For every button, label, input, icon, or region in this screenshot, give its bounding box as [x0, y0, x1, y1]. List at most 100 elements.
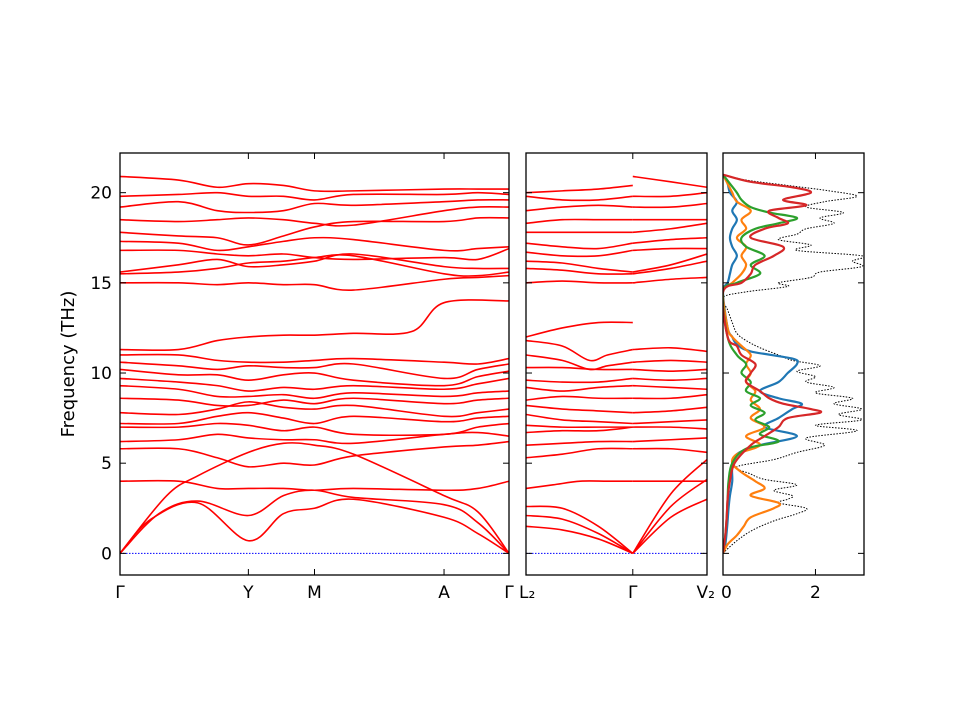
panel-2-frame: [525, 152, 708, 576]
y-tick-label: 0: [101, 544, 112, 564]
phonon-band-46: [632, 247, 707, 252]
phonon-band-8: [526, 424, 633, 429]
dos-panel-frame: [722, 152, 865, 576]
phonon-band-23: [120, 206, 509, 227]
y-tick-label: 15: [90, 274, 112, 294]
phonon-band-45: [632, 253, 707, 273]
phonon-band-51: [632, 191, 707, 198]
phonon-band-44: [632, 260, 707, 275]
phonon-band-52: [632, 175, 707, 189]
phonon-band-15: [526, 354, 633, 371]
phonon-band-17: [526, 321, 633, 338]
dos-x-tick-label: 0: [721, 583, 732, 603]
phonon-band-1: [526, 525, 634, 555]
phonon-band-14: [120, 361, 509, 380]
phonon-band-22: [526, 242, 633, 250]
x-tick-label: Γ: [115, 583, 125, 603]
x-tick-label: Γ: [504, 583, 514, 603]
phonon-band-33: [632, 437, 707, 443]
phonon-band-11: [526, 395, 633, 401]
y-tick-label: 5: [101, 454, 112, 474]
dos-series-total: [723, 174, 864, 554]
phonon-band-50: [632, 202, 707, 209]
phonon-band-24: [526, 218, 633, 225]
x-tick-label: L₂: [519, 583, 535, 603]
phonon-band-3: [120, 442, 509, 554]
phonon-band-19: [526, 267, 633, 275]
band-structure-panel-1: 0 5 10 15 20 Γ Y M A Γ: [90, 152, 514, 603]
x-tick-label: Y: [242, 583, 254, 603]
phonon-band-19: [120, 253, 509, 273]
band-structure-panel-2: L₂ Γ V₂: [519, 152, 715, 603]
phonon-band-29: [632, 478, 707, 554]
x-tick-label: Γ: [628, 583, 638, 603]
y-tick-label: 10: [90, 364, 112, 384]
phonon-band-30: [632, 458, 707, 554]
phonon-band-43: [632, 276, 707, 284]
phonon-band-25: [120, 191, 509, 201]
phonon-band-7: [526, 426, 633, 434]
phonon-band-47: [632, 236, 707, 244]
phonon-band-4: [526, 480, 633, 490]
phonon-band-14: [526, 366, 633, 371]
phonon-band-6: [120, 431, 509, 445]
phonon-band-13: [120, 368, 509, 387]
phonon-band-4: [120, 479, 509, 492]
x-tick-label: V₂: [697, 583, 715, 603]
phonon-band-5: [120, 440, 509, 468]
phonon-band-42: [632, 346, 707, 353]
phonon-band-7: [120, 422, 509, 437]
phonon-band-32: [632, 447, 707, 454]
phonon-band-22: [120, 216, 509, 246]
phonon-band-38: [632, 384, 707, 391]
y-tick-label: 20: [90, 184, 112, 204]
phonon-band-8: [120, 411, 509, 425]
x-tick-label: M: [307, 583, 322, 603]
phonon-band-18: [526, 280, 633, 284]
phonon-band-26: [120, 175, 509, 193]
phonon-band-12: [526, 384, 633, 392]
y-axis-label: Frequency (THz): [58, 291, 79, 438]
phonon-band-40: [632, 368, 707, 373]
phonon-band-16: [526, 339, 633, 362]
phonon-band-17: [120, 274, 509, 291]
phonon-band-2: [526, 514, 634, 555]
phonon-band-26: [526, 195, 633, 202]
phonon-band-9: [120, 401, 509, 418]
phonon-band-5: [526, 447, 633, 459]
phonon-band-13: [526, 377, 633, 384]
phonon-band-6: [526, 440, 633, 446]
dos-series-pdos-1: [723, 174, 804, 554]
phonon-band-48: [632, 222, 707, 234]
phonon-band-25: [526, 204, 633, 212]
phonon-band-28: [632, 498, 707, 554]
phonon-band-1: [120, 498, 509, 555]
phonon-band-37: [632, 393, 707, 400]
phonon-band-20: [120, 247, 509, 261]
phonon-band-18: [120, 254, 509, 277]
phonon-band-21: [526, 249, 633, 258]
phonon-band-41: [632, 359, 707, 363]
phonon-band-24: [120, 198, 509, 214]
panel-1-frame: [119, 152, 510, 576]
phonon-band-39: [632, 377, 707, 382]
phonon-band-3: [526, 505, 634, 554]
dos-x-tick-label: 2: [810, 583, 821, 603]
phonon-band-2: [120, 489, 509, 554]
phonon-band-21: [120, 236, 509, 252]
phonon-band-20: [526, 260, 633, 273]
phonon-band-10: [120, 397, 509, 407]
phonon-band-27: [526, 184, 633, 194]
phonon-band-34: [632, 426, 707, 430]
phonon-band-15: [120, 353, 509, 365]
phonon-band-9: [526, 413, 633, 425]
phonon-band-10: [526, 404, 633, 414]
phonon-band-36: [632, 406, 707, 414]
phonon-band-12: [120, 377, 509, 392]
dos-series-pdos-4: [723, 173, 823, 554]
phonon-band-16: [120, 299, 509, 352]
x-tick-label: A: [438, 583, 450, 603]
phonon-band-35: [632, 419, 707, 425]
phonon-band-11: [120, 384, 509, 400]
